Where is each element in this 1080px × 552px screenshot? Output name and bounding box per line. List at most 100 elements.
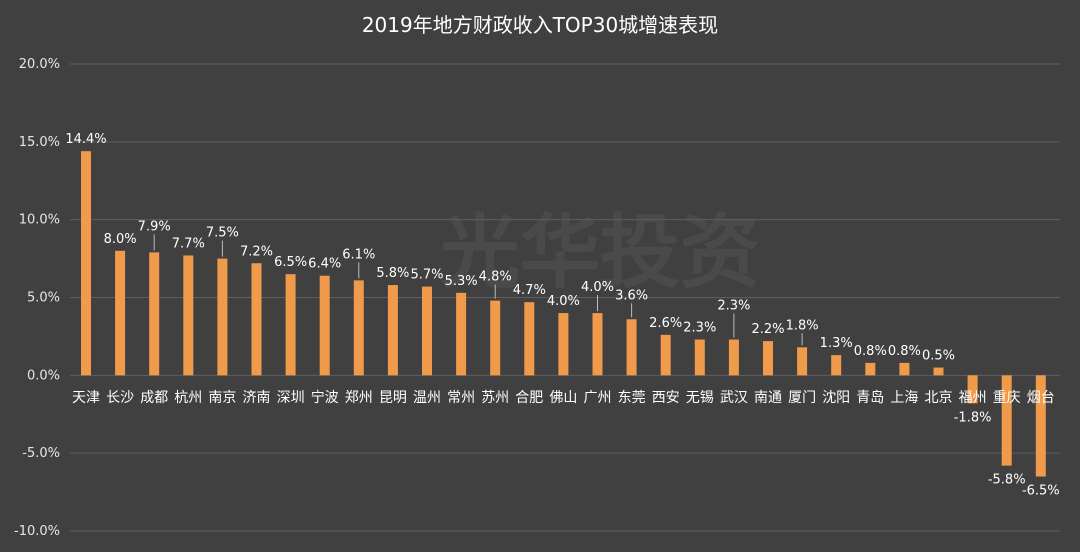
- category-label: 上海: [890, 390, 918, 406]
- chart-title: 2019年地方财政收入TOP30城增速表现: [362, 13, 718, 37]
- bar: [183, 255, 194, 376]
- category-label: 杭州: [174, 390, 202, 406]
- category-label: 济南: [243, 390, 271, 406]
- bar: [285, 274, 296, 376]
- category-label: 南京: [208, 390, 236, 406]
- category-label: 深圳: [277, 390, 305, 406]
- category-label: 宁波: [311, 389, 339, 406]
- bar: [149, 252, 160, 376]
- bar: [831, 355, 842, 376]
- bar: [456, 292, 467, 376]
- data-label: 5.3%: [445, 274, 478, 289]
- category-label: 厦门: [788, 390, 816, 406]
- category-label: 无锡: [686, 390, 714, 406]
- data-labels: 14.4% 8.0%7.9%7.7%7.5%7.2%6.5% 6.4%6.1%5.8…: [65, 132, 1059, 498]
- bar: [865, 362, 876, 376]
- bar: [422, 286, 432, 376]
- bar: [763, 341, 773, 376]
- bar: [660, 334, 671, 376]
- data-label: 4.8%: [479, 270, 512, 285]
- data-label: 7.9%: [138, 219, 171, 234]
- data-label: 8.0%: [104, 232, 137, 247]
- bar: [933, 367, 944, 376]
- bar: [558, 313, 569, 376]
- data-label: -6.5%: [1022, 484, 1060, 499]
- y-tick-label: 0.0%: [27, 368, 60, 383]
- bar: [967, 375, 978, 404]
- bar: [694, 339, 705, 376]
- category-label: 重庆: [993, 390, 1021, 406]
- data-label: 7.7%: [172, 236, 205, 251]
- bar: [251, 263, 262, 376]
- bar: [626, 319, 637, 376]
- category-label: 郑州: [345, 390, 373, 406]
- category-label: 南通: [754, 390, 782, 406]
- data-label: 4.0%: [547, 294, 580, 309]
- data-label: 7.5%: [206, 226, 239, 241]
- bar: [387, 285, 398, 376]
- data-label: 5.8%: [376, 266, 409, 281]
- data-label: 0.8%: [854, 344, 887, 359]
- data-label: 6.5%: [274, 255, 307, 270]
- category-label: 佛山: [549, 390, 577, 406]
- y-tick-label: 20.0%: [19, 57, 60, 72]
- data-label: 2.3%: [717, 299, 750, 314]
- data-label: 6.1%: [342, 247, 375, 262]
- category-label: 武汉: [720, 390, 748, 406]
- bar: [592, 313, 603, 376]
- bar: [353, 280, 364, 376]
- category-label: 福州: [959, 390, 987, 406]
- y-tick-label: 15.0%: [19, 135, 60, 150]
- y-tick-label: 10.0%: [19, 213, 60, 228]
- category-label: 沈阳: [822, 390, 850, 406]
- watermark: 光华投资: [440, 206, 760, 299]
- category-label: 青岛: [856, 390, 884, 406]
- y-tick-label: -10.0%: [14, 524, 60, 539]
- bar: [81, 151, 91, 376]
- data-label: 5.7%: [410, 268, 443, 283]
- bars: [81, 151, 1046, 477]
- bar: [1001, 375, 1012, 466]
- category-label: 西安: [652, 390, 680, 406]
- data-label: 14.4%: [65, 132, 106, 147]
- bar: [524, 302, 535, 376]
- bar: [115, 250, 126, 376]
- data-label: 2.6%: [649, 316, 682, 331]
- category-label: 温州: [413, 390, 441, 406]
- data-label: 3.6%: [615, 288, 648, 303]
- category-label: 东莞: [618, 390, 646, 406]
- bar: [797, 347, 808, 376]
- y-tick-label: 5.0%: [27, 291, 60, 306]
- data-label: 0.5%: [922, 349, 955, 364]
- bar: [490, 300, 501, 376]
- bar: [319, 275, 330, 376]
- category-label: 昆明: [379, 390, 407, 406]
- data-label: -1.8%: [954, 410, 992, 425]
- bar: [899, 362, 910, 376]
- category-label: 长沙: [106, 390, 134, 406]
- bar: [1035, 375, 1046, 477]
- bar: [217, 258, 228, 376]
- category-label: 苏州: [481, 390, 509, 406]
- data-label: 4.0%: [581, 280, 614, 295]
- category-label: 天津: [72, 390, 100, 406]
- category-labels: 天津 长沙 成都 杭州 南京 济南 深圳 宁波 郑州 昆明 温州 常州 苏州 合肥 佛山 广州 东莞 西安 无锡 武汉…: [72, 389, 1055, 406]
- data-label: 0.8%: [888, 344, 921, 359]
- data-label: 4.7%: [513, 283, 546, 298]
- category-label: 北京: [925, 390, 953, 406]
- y-tick-label: -5.0%: [22, 446, 60, 461]
- data-label: 2.3%: [683, 321, 716, 336]
- data-label: 7.2%: [240, 244, 273, 259]
- category-label: 合肥: [515, 390, 543, 406]
- data-label: 6.4%: [308, 257, 341, 272]
- data-label: -5.8%: [988, 473, 1026, 488]
- bar: [728, 339, 739, 376]
- data-label: 1.3%: [820, 336, 853, 351]
- y-axis-ticks: -10.0% -5.0% 0.0% 5.0% 10.0% 15.0% 20.0%: [14, 57, 60, 539]
- data-label: 2.2%: [751, 322, 784, 337]
- category-label: 常州: [447, 390, 475, 406]
- category-label: 成都: [140, 390, 168, 406]
- category-label: 广州: [584, 390, 612, 406]
- data-label: 1.8%: [786, 318, 819, 333]
